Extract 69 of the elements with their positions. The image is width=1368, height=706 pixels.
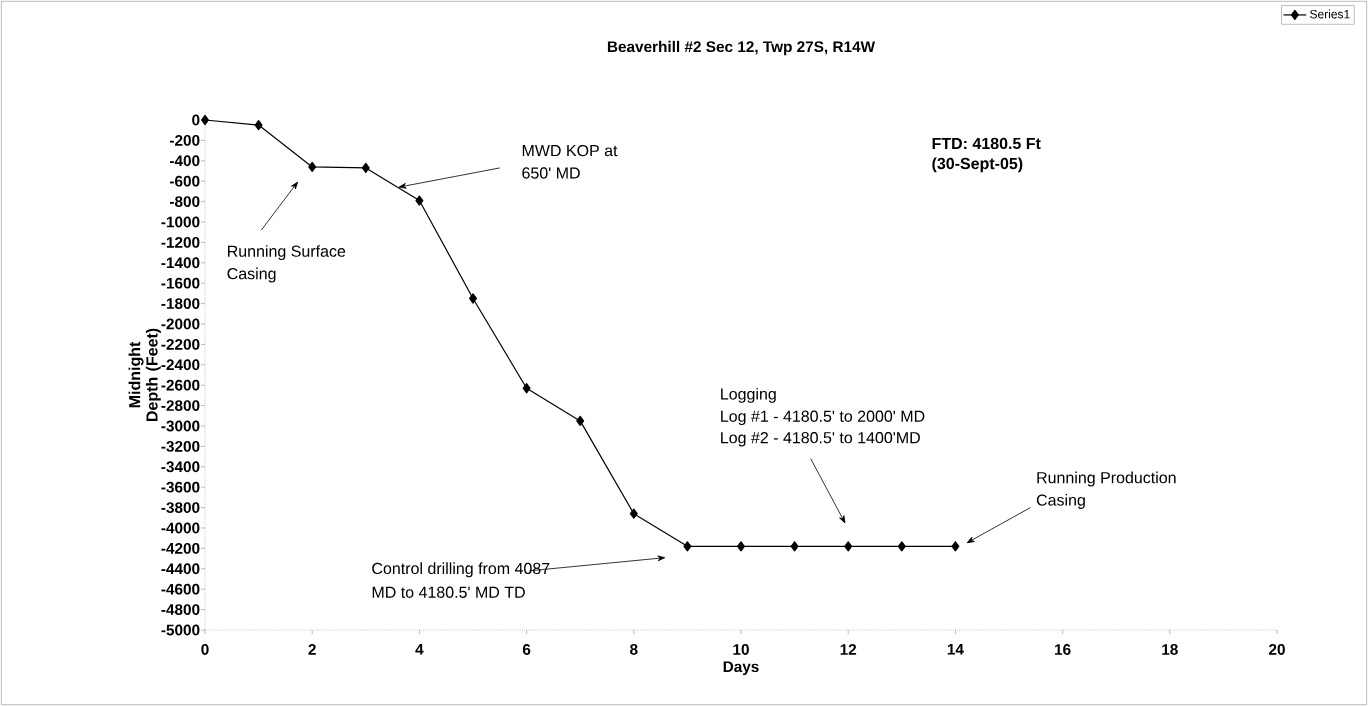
x-tick-label: 6 <box>522 644 531 655</box>
y-tick-label: -800 <box>169 196 200 208</box>
x-tick-label: 2 <box>308 644 316 655</box>
annotation: (30-Sept-05) <box>932 157 1023 173</box>
point <box>254 119 263 131</box>
point <box>308 161 317 173</box>
annotation: MD to 4180.5' MD TD <box>372 586 525 598</box>
y-tick-label: -1000 <box>161 216 200 228</box>
y-tick-label: -1800 <box>161 298 200 310</box>
y-tick-label: -4800 <box>161 604 200 616</box>
point <box>522 383 531 394</box>
y-tick-label: -3000 <box>161 420 200 432</box>
annotation: Casing <box>1036 494 1085 509</box>
y-tick-label: -1600 <box>161 277 200 289</box>
y-tick-label: -200 <box>169 134 200 146</box>
point <box>576 415 585 427</box>
y-tick-label: -2000 <box>161 318 200 330</box>
x-tick-label: 14 <box>947 644 964 655</box>
point <box>844 541 853 552</box>
y-tick-label: 0 <box>192 114 200 126</box>
annotation: Running Surface <box>228 245 346 261</box>
legend-label: Series1 <box>1310 9 1350 19</box>
annotation: MWD KOP at <box>522 144 618 157</box>
annotation: Log #2 - 4180.5' to 1400'MD <box>721 432 920 447</box>
y-tick-label: -3200 <box>161 440 200 452</box>
point <box>951 541 960 552</box>
y-tick-label: -3400 <box>161 461 200 473</box>
y-tick-label: -600 <box>169 175 200 187</box>
x-tick-label: 20 <box>1268 644 1285 655</box>
annotation: Logging <box>721 387 776 403</box>
y-tick-label: -1200 <box>161 236 200 248</box>
y-tick-label: -4400 <box>161 563 200 575</box>
point <box>683 541 692 552</box>
annotation: Control drilling from 4087 <box>372 562 550 578</box>
chart-title: Beaverhill #2 Sec 12, Twp 27S, R14W <box>607 40 876 56</box>
point <box>897 541 906 552</box>
x-tick-label: 12 <box>840 644 857 655</box>
point <box>415 195 424 206</box>
x-tick-label: 10 <box>733 644 749 655</box>
x-tick-label: 8 <box>630 644 638 655</box>
annotation: Casing <box>227 267 276 283</box>
y-tick-label: -1400 <box>161 257 200 269</box>
y-axis-title: Midnight Depth (Feet) <box>128 328 161 422</box>
y-tick-label: -400 <box>169 155 200 167</box>
y-tick-label: -2800 <box>161 400 200 412</box>
y-tick-label: -4600 <box>161 583 200 595</box>
annotation: Running Production <box>1037 471 1176 487</box>
annotation: FTD: 4180.5 Ft <box>932 137 1041 150</box>
y-tick-label: -2600 <box>161 379 200 391</box>
annotation: Log #1 - 4180.5' to 2000' MD <box>721 410 925 426</box>
point <box>737 541 745 552</box>
point <box>361 162 370 174</box>
x-tick-label: 0 <box>201 644 209 655</box>
y-tick-label: -2200 <box>161 338 200 350</box>
y-tick-label: -4000 <box>161 522 200 534</box>
y-tick-label: -4200 <box>161 542 200 554</box>
x-tick-label: 4 <box>415 644 424 655</box>
y-tick-label: -5000 <box>161 624 200 636</box>
y-tick-label: -2400 <box>161 359 200 371</box>
point <box>201 114 210 126</box>
point <box>629 508 638 519</box>
x-tick-label: 16 <box>1055 644 1071 655</box>
x-axis-title: Days <box>723 661 759 676</box>
point <box>469 293 478 304</box>
x-tick-label: 18 <box>1162 644 1178 655</box>
point <box>790 541 799 552</box>
y-tick-label: -3800 <box>161 502 200 514</box>
annotation: 650' MD <box>522 167 580 179</box>
y-tick-label: -3600 <box>161 481 200 493</box>
